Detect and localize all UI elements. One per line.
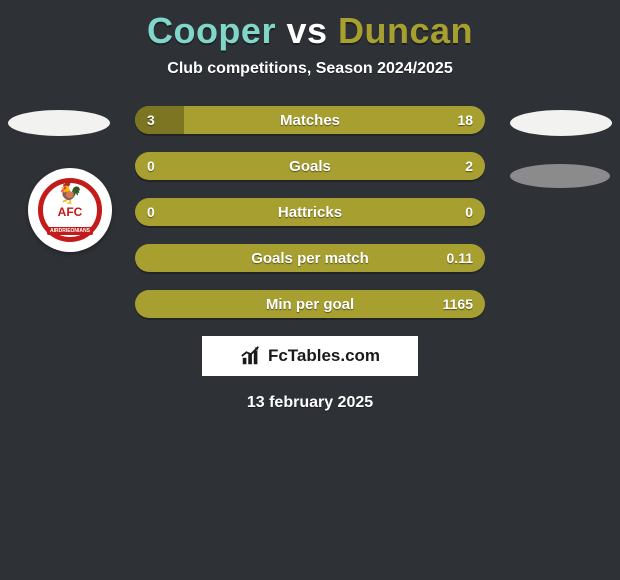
stat-value-right: 1165: [443, 290, 473, 318]
vs-text: vs: [286, 10, 327, 51]
stat-bar: 0Goals2: [135, 152, 485, 180]
stat-bar: Goals per match0.11: [135, 244, 485, 272]
date-text: 13 february 2025: [0, 394, 620, 412]
brand-box[interactable]: FcTables.com: [202, 336, 418, 376]
stat-value-right: 18: [457, 106, 473, 134]
player1-name: Cooper: [147, 10, 276, 51]
player2-badge-ellipse-top: [510, 110, 612, 136]
club-logo-afc: AFC: [58, 205, 83, 219]
subtitle: Club competitions, Season 2024/2025: [0, 60, 620, 78]
player2-badge-ellipse-bottom: [510, 164, 610, 188]
player2-name: Duncan: [338, 10, 473, 51]
club-logo: 🐓 AFC AIRDRIEONIANS: [28, 168, 112, 252]
stat-value-right: 2: [465, 152, 473, 180]
page-title: Cooper vs Duncan: [0, 0, 620, 52]
stat-label: Min per goal: [135, 290, 485, 318]
rooster-icon: 🐓: [58, 181, 83, 206]
stat-bar: 3Matches18: [135, 106, 485, 134]
stat-value-right: 0: [465, 198, 473, 226]
stat-label: Matches: [135, 106, 485, 134]
player1-badge-ellipse: [8, 110, 110, 136]
brand-text: FcTables.com: [268, 346, 380, 366]
stat-bar: 0Hattricks0: [135, 198, 485, 226]
club-logo-ring: 🐓 AFC AIRDRIEONIANS: [38, 178, 102, 242]
brand-chart-icon: [240, 345, 262, 367]
stat-bar: Min per goal1165: [135, 290, 485, 318]
stat-label: Hattricks: [135, 198, 485, 226]
stat-label: Goals: [135, 152, 485, 180]
stat-value-right: 0.11: [447, 244, 473, 272]
comparison-bars: 3Matches180Goals20Hattricks0Goals per ma…: [135, 106, 485, 318]
club-logo-banner: AIRDRIEONIANS: [47, 227, 93, 235]
comparison-stage: 🐓 AFC AIRDRIEONIANS 3Matches180Goals20Ha…: [0, 106, 620, 318]
stat-label: Goals per match: [135, 244, 485, 272]
